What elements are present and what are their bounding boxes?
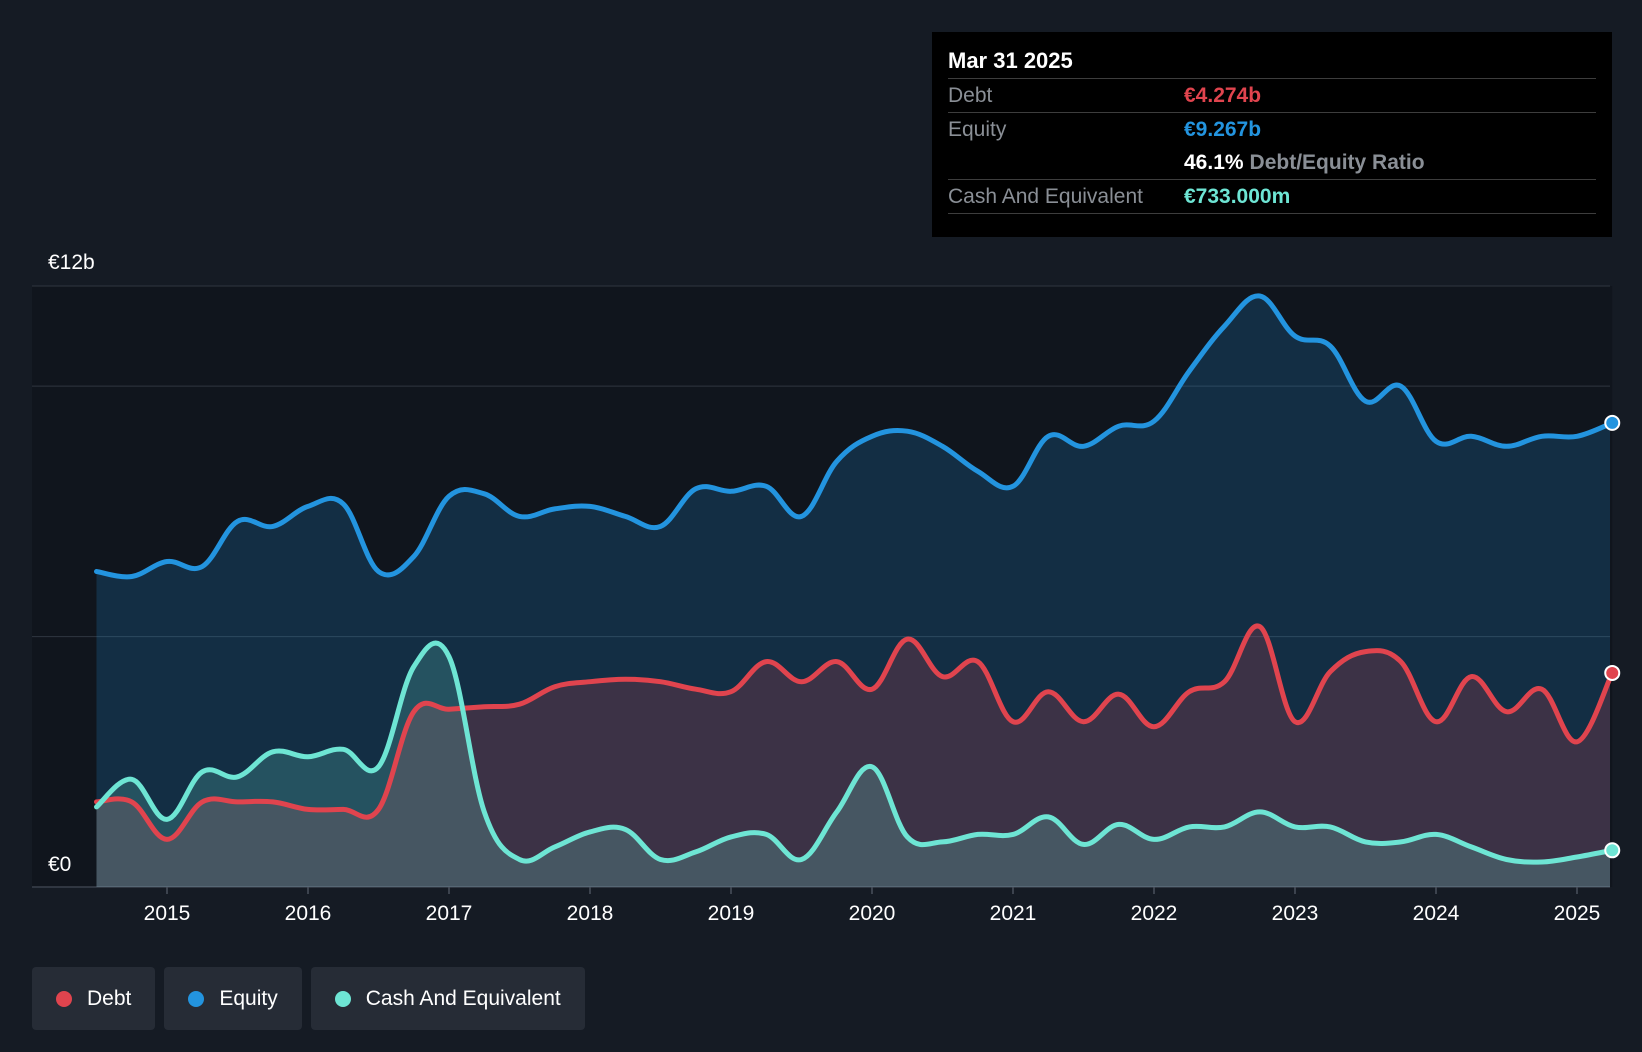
legend-equity-label: Equity — [219, 986, 278, 1010]
debt-end-marker — [1604, 664, 1621, 681]
x-tick-label: 2021 — [990, 902, 1037, 925]
tooltip-debt-row: Debt €4.274b — [948, 78, 1596, 112]
legend-equity-dot-icon — [188, 990, 205, 1007]
legend-debt[interactable]: Debt — [32, 967, 156, 1030]
tooltip-cash-row: Cash And Equivalent €733.000m — [948, 179, 1596, 214]
x-tick-label: 2019 — [708, 902, 755, 925]
x-tick-label: 2017 — [426, 902, 473, 925]
legend-debt-dot-icon — [56, 990, 72, 1007]
tooltip-ratio-label: Debt/Equity Ratio — [1249, 150, 1425, 174]
equity-area — [96, 295, 1610, 887]
tooltip-ratio-value: 46.1% — [1184, 150, 1244, 174]
legend-cash-label: Cash And Equivalent — [365, 986, 561, 1010]
tooltip-equity-label: Equity — [948, 117, 1007, 141]
x-tick-label: 2023 — [1272, 902, 1319, 925]
tooltip-equity-row: Equity €9.267b — [948, 112, 1596, 146]
tooltip-panel: Mar 31 2025 Debt €4.274b Equity €9.267b … — [932, 32, 1612, 237]
tooltip-cash-label: Cash And Equivalent — [948, 184, 1143, 208]
x-tick-label: 2020 — [849, 902, 896, 925]
tooltip-ratio-row: 46.1% Debt/Equity Ratio — [948, 146, 1596, 179]
legend-equity[interactable]: Equity — [164, 967, 302, 1030]
x-tick-label: 2015 — [144, 902, 191, 925]
y-tick-label: €0 — [48, 853, 71, 876]
equity-end-marker — [1604, 414, 1621, 431]
x-tick-label: 2024 — [1413, 902, 1460, 925]
cash-line — [94, 640, 1615, 865]
x-tick-label: 2016 — [285, 902, 332, 925]
tooltip-debt-value: €4.274b — [1184, 83, 1262, 107]
tooltip-date: Mar 31 2025 — [948, 48, 1073, 73]
x-tick-label: 2022 — [1131, 902, 1178, 925]
tooltip-equity-value: €9.267b — [1184, 117, 1262, 141]
legend-cash-dot-icon — [334, 990, 351, 1007]
tooltip-debt-label: Debt — [948, 83, 993, 107]
x-tick-label: 2018 — [567, 902, 614, 925]
equity-line — [94, 293, 1615, 580]
legend-debt-label: Debt — [87, 986, 132, 1010]
legend-cash[interactable]: Cash And Equivalent — [310, 967, 585, 1030]
x-tick-label: 2025 — [1554, 902, 1601, 925]
debt-line — [94, 623, 1615, 842]
tooltip-cash-value: €733.000m — [1184, 184, 1291, 208]
cash-end-marker — [1604, 842, 1621, 859]
y-tick-label: €12b — [48, 251, 95, 274]
chart-legend: Debt Equity Cash And Equivalent — [32, 967, 585, 1030]
